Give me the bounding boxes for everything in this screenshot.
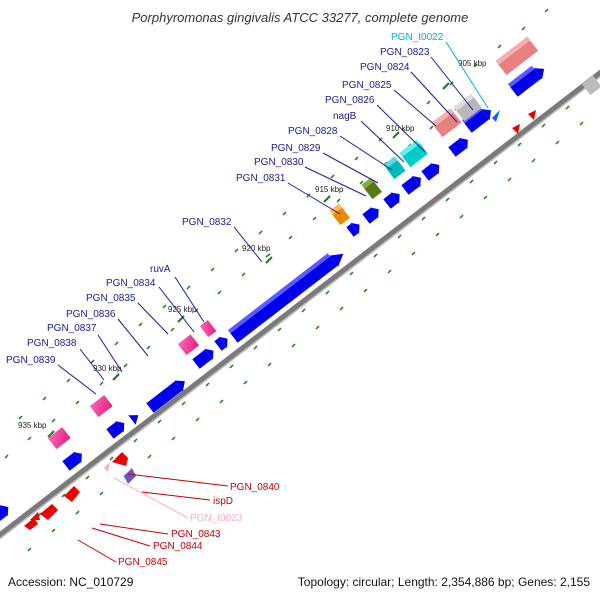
scale-ticks	[4, 8, 594, 552]
gene-label: PGN_t0022	[391, 32, 444, 43]
gene-label: PGN_0843	[171, 529, 221, 540]
gene-label: PGN_0830	[254, 157, 304, 168]
gene-PGN_0839	[62, 451, 82, 471]
gene-PGN_0840	[112, 452, 128, 466]
gene-PGN_0836	[146, 380, 185, 413]
feature-olive	[361, 177, 382, 200]
scale-label: 915 kbp	[315, 185, 344, 194]
gene-label: PGN_0834	[106, 278, 156, 289]
gene-labels-upper: PGN_t0022 PGN_0823 PGN_0824 PGN_0825 PGN…	[6, 32, 444, 366]
gene-label: PGN_0825	[342, 80, 392, 91]
gene-rev-top-2	[528, 110, 536, 120]
gene-PGN_0845	[24, 518, 38, 530]
gene-label: PGN_0838	[27, 338, 77, 349]
feature-salmon	[431, 108, 462, 138]
feature-pink-2	[177, 334, 200, 356]
gene-label: PGN_0845	[118, 557, 168, 568]
feature-pink-1	[199, 319, 217, 338]
gene-label: PGN_0840	[230, 482, 280, 493]
gene-label: PGN_0835	[86, 293, 136, 304]
scale-labels: 905 kbp 910 kbp 915 kbp 920 kbp 925 kbp …	[18, 59, 487, 430]
feature-blocks[interactable]	[47, 36, 600, 450]
gene-PGN_0829	[383, 192, 400, 209]
forward-genes[interactable]	[0, 61, 548, 524]
scale-label: 925 kbp	[168, 305, 197, 314]
gene-label: PGN_0826	[325, 95, 375, 106]
gene-label: PGN_0836	[66, 309, 116, 320]
gene-PGN_t0023	[104, 462, 110, 472]
feature-PGN_t0022	[495, 36, 539, 76]
gene-rev-top-1	[512, 124, 520, 134]
gene-label: PGN_0824	[360, 62, 410, 73]
gene-edge-left	[0, 505, 9, 523]
gene-label: PGN_0829	[271, 143, 321, 154]
gene-ruvA	[192, 348, 214, 369]
map-title: Porphyromonas gingivalis ATCC 33277, com…	[131, 10, 469, 25]
scale-label: 905 kbp	[458, 59, 487, 68]
feature-grey-1	[453, 93, 482, 122]
gene-PGN_0844	[40, 504, 58, 520]
feature-pink-4	[47, 427, 71, 450]
feature-grey-edge	[581, 75, 600, 96]
gene-ispD	[124, 468, 136, 484]
gene-label: PGN_0828	[288, 126, 338, 137]
gene-PGN_0831	[346, 222, 360, 237]
scale-label: 930 kbp	[93, 364, 122, 373]
reverse-genes[interactable]	[24, 110, 536, 530]
scale-label: 920 kbp	[242, 244, 271, 253]
gene-PGN_0830	[362, 207, 379, 224]
genome-backbone	[0, 69, 600, 540]
feature-cyan-1	[399, 139, 428, 168]
gene-PGN_0832	[227, 253, 344, 343]
leader-lines-upper	[57, 41, 489, 395]
gene-label: PGN_0844	[153, 541, 203, 552]
genome-summary: Topology: circular; Length: 2,354,886 bp…	[297, 575, 590, 589]
feature-cyan-2	[383, 156, 406, 180]
gene-labels-lower: PGN_0840 ispD PGN_t0023 PGN_0843 PGN_084…	[118, 482, 280, 568]
gene-label: PGN_0839	[6, 355, 56, 366]
gene-PGN_0843	[64, 486, 80, 502]
gene-PGN_0838	[106, 421, 125, 439]
gene-PGN_0823	[507, 65, 545, 97]
gene-PGN_0834	[214, 336, 228, 351]
gene-label: PGN_0837	[47, 323, 97, 334]
gene-label: ispD	[213, 496, 233, 507]
gene-label: PGN_t0023	[190, 513, 243, 524]
feature-pink-3	[89, 395, 113, 418]
gene-label: nagB	[333, 111, 357, 122]
gene-small-fwd	[492, 110, 500, 122]
gene-label: ruvA	[150, 264, 171, 275]
gene-PGN_0828	[401, 175, 421, 195]
gene-label: PGN_0832	[182, 217, 232, 228]
gene-PGN_0837	[128, 415, 139, 425]
accession-label: Accession: NC_010729	[8, 575, 134, 589]
gene-label: PGN_0831	[236, 173, 286, 184]
leader-lines-lower	[77, 473, 229, 563]
gene-rev-small	[30, 512, 40, 520]
scale-label: 935 kbp	[18, 421, 47, 430]
gene-PGN_0826	[421, 163, 440, 181]
gene-label: PGN_0823	[380, 47, 430, 58]
gene-PGN_0825	[448, 137, 468, 157]
